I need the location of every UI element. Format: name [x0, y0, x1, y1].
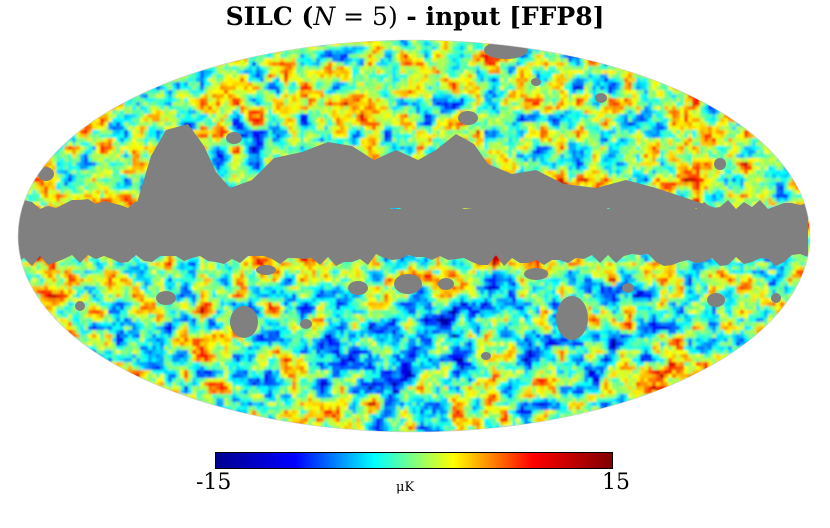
galactic-plane-mask — [18, 199, 808, 266]
mask-blob — [66, 93, 78, 103]
colorbar-unit-label: μK — [396, 480, 415, 495]
cmb-field — [18, 40, 810, 432]
smc-mask — [230, 306, 258, 338]
sky-map — [16, 38, 812, 434]
title-math-rest: = 5) — [335, 2, 398, 31]
mollweide-map — [17, 39, 811, 433]
north-mask — [136, 124, 716, 208]
mask-blob — [707, 293, 725, 307]
colorbar-max-label: 15 — [602, 470, 630, 495]
mask-blob — [714, 158, 726, 170]
mask-blob — [438, 278, 454, 290]
mask-blob — [595, 93, 607, 103]
mask-blob — [38, 167, 54, 181]
mask-blob — [156, 291, 176, 305]
mask-blob — [481, 352, 491, 360]
map-field — [18, 40, 810, 432]
mask-blob — [75, 301, 85, 311]
colorbar-min-label: -15 — [196, 470, 232, 495]
mask-blob — [622, 283, 634, 293]
title-math: N = 5) — [313, 2, 397, 31]
mask-blob — [348, 149, 360, 159]
mask-blob — [394, 274, 422, 294]
colorbar — [215, 452, 613, 469]
map-title: SILC (N = 5) - input [FFP8] — [0, 0, 830, 34]
mask-blob — [348, 281, 368, 295]
mask-blob — [771, 293, 781, 303]
mask-blob — [524, 268, 548, 280]
title-prefix: SILC ( — [225, 2, 314, 31]
mask-blob — [396, 176, 420, 192]
mask-blob — [300, 319, 312, 329]
mask-blob — [256, 265, 276, 275]
galactic-mask — [18, 41, 808, 360]
map-outline — [17, 39, 811, 433]
mask-blob — [226, 132, 242, 144]
lmc-mask — [556, 296, 588, 340]
mask-blob — [531, 78, 541, 86]
mask-blob — [458, 111, 478, 125]
title-suffix: - input [FFP8] — [397, 2, 605, 31]
title-math-var: N — [313, 2, 336, 31]
